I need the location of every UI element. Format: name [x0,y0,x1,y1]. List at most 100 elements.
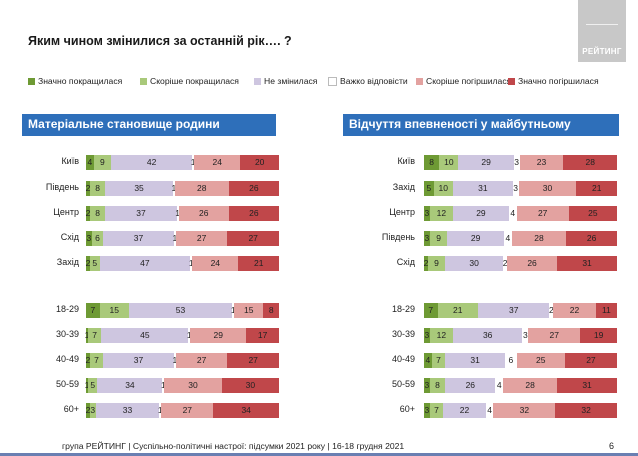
bar-segment: 6 [91,230,104,246]
bar-segment: 21 [576,180,617,196]
bar-segment: 28 [511,230,567,246]
legend-swatch [508,77,515,85]
bar-segment: 2 [86,352,90,368]
bar-segment: 2 [86,205,90,221]
panel-title: Матеріальне становище родини [22,114,276,136]
row-label: Центр [389,207,415,217]
bar-segment: 2 [549,302,554,318]
panel-title: Відчуття впевненості у майбутньому [343,114,619,136]
bar-segment: 19 [580,327,617,343]
row-label: 18-29 [55,304,79,314]
bar-segment: 1 [187,327,192,343]
legend-item: Скоріше покращилася [140,76,239,86]
bar-segment: 8 [429,377,446,393]
bar-segment: 8 [89,205,106,221]
bar-segment: 29 [190,327,247,343]
legend-label: Не змінилася [264,76,318,86]
row-label: Захід [56,257,79,267]
bar-segment: 1 [172,230,177,246]
row-label: Південь [381,232,415,242]
bar-segment: 42 [111,154,193,170]
bar-segment: 6 [505,352,517,368]
bar-segment: 5 [424,180,434,196]
bar-segment: 12 [429,205,453,221]
page-title: Яким чином змінилися за останній рік…. ? [28,34,292,48]
bar-segment: 31 [557,377,617,393]
bar-segment: 34 [97,377,163,393]
row-label: 50-59 [391,379,415,389]
bar-segment: 26 [445,377,496,393]
legend-swatch [140,77,147,85]
bar-segment: 3 [522,327,529,343]
legend-item: Скоріше погіршилася [416,76,511,86]
bar-segment: 30 [518,180,577,196]
bar-segment: 4 [495,377,504,393]
row-label: 60+ [399,404,415,414]
bottom-accent-bar [0,453,638,456]
legend-item: Не змінилася [254,76,317,86]
bar-segment: 3 [424,230,430,246]
bar-segment: 28 [503,377,558,393]
bar-segment: 7 [89,352,104,368]
panel-title-text: Відчуття впевненості у майбутньому [349,117,571,131]
legend-swatch [416,77,423,85]
bar-segment: 27 [175,230,228,246]
bar-segment: 8 [89,180,106,196]
bar-segment: 37 [103,230,174,246]
bar-segment: 21 [437,302,479,318]
legend-label: Значно покращилася [38,76,123,86]
bar-segment: 31 [557,255,617,271]
bar-segment: 2 [86,180,90,196]
bar-segment: 3 [89,402,96,418]
bar-segment: 36 [452,327,523,343]
legend-item: Значно покращилася [28,76,122,86]
row-label: Схід [60,232,79,242]
logo-divider [586,24,618,25]
legend-label: Скоріше погіршилася [426,76,512,86]
bar-segment: 35 [105,180,173,196]
bar-segment: 4 [86,154,94,170]
logo-text: РЕЙТИНГ [582,47,622,56]
bar-segment: 28 [174,180,229,196]
bar-segment: 32 [555,402,617,418]
bar-segment: 22 [443,402,486,418]
bar-segment: 5 [87,377,98,393]
bar-segment: 27 [161,402,214,418]
row-label: Київ [61,156,79,166]
bar-segment: 7 [431,352,446,368]
bar-segment: 3 [86,230,92,246]
legend-swatch [254,77,261,85]
legend-label: Важко відповісти [340,76,408,86]
bar-segment: 2 [503,255,507,271]
legend-label: Скоріше покращилася [150,76,239,86]
bar-segment: 3 [424,205,430,221]
bar-segment: 1 [161,377,166,393]
bar-segment: 31 [452,180,513,196]
bar-segment: 5 [89,255,100,271]
bar-segment: 4 [508,205,517,221]
bar-segment: 2 [424,255,428,271]
bar-segment: 9 [429,230,448,246]
bar-segment: 20 [240,154,279,170]
bar-segment: 2 [86,255,90,271]
row-label: Київ [397,156,415,166]
bar-segment: 7 [86,302,100,318]
bar-segment: 26 [178,205,229,221]
row-label: Схід [396,257,415,267]
bar-segment: 1 [231,302,236,318]
bar-segment: 9 [427,255,446,271]
legend-swatch [328,76,337,86]
bar-segment: 45 [101,327,189,343]
bar-segment: 15 [99,302,129,318]
bar-segment: 3 [424,377,430,393]
bar-segment: 1 [85,377,89,393]
bar-segment: 34 [213,402,279,418]
bar-segment: 3 [424,402,430,418]
bar-segment: 31 [445,352,506,368]
footer-text: група РЕЙТИНГ | Суспільно-політичні наст… [62,441,405,451]
bar-segment: 11 [595,302,617,318]
bar-segment: 3 [424,327,430,343]
bar-segment: 25 [516,352,565,368]
bar-segment: 10 [439,154,459,170]
bar-segment: 27 [227,230,279,246]
